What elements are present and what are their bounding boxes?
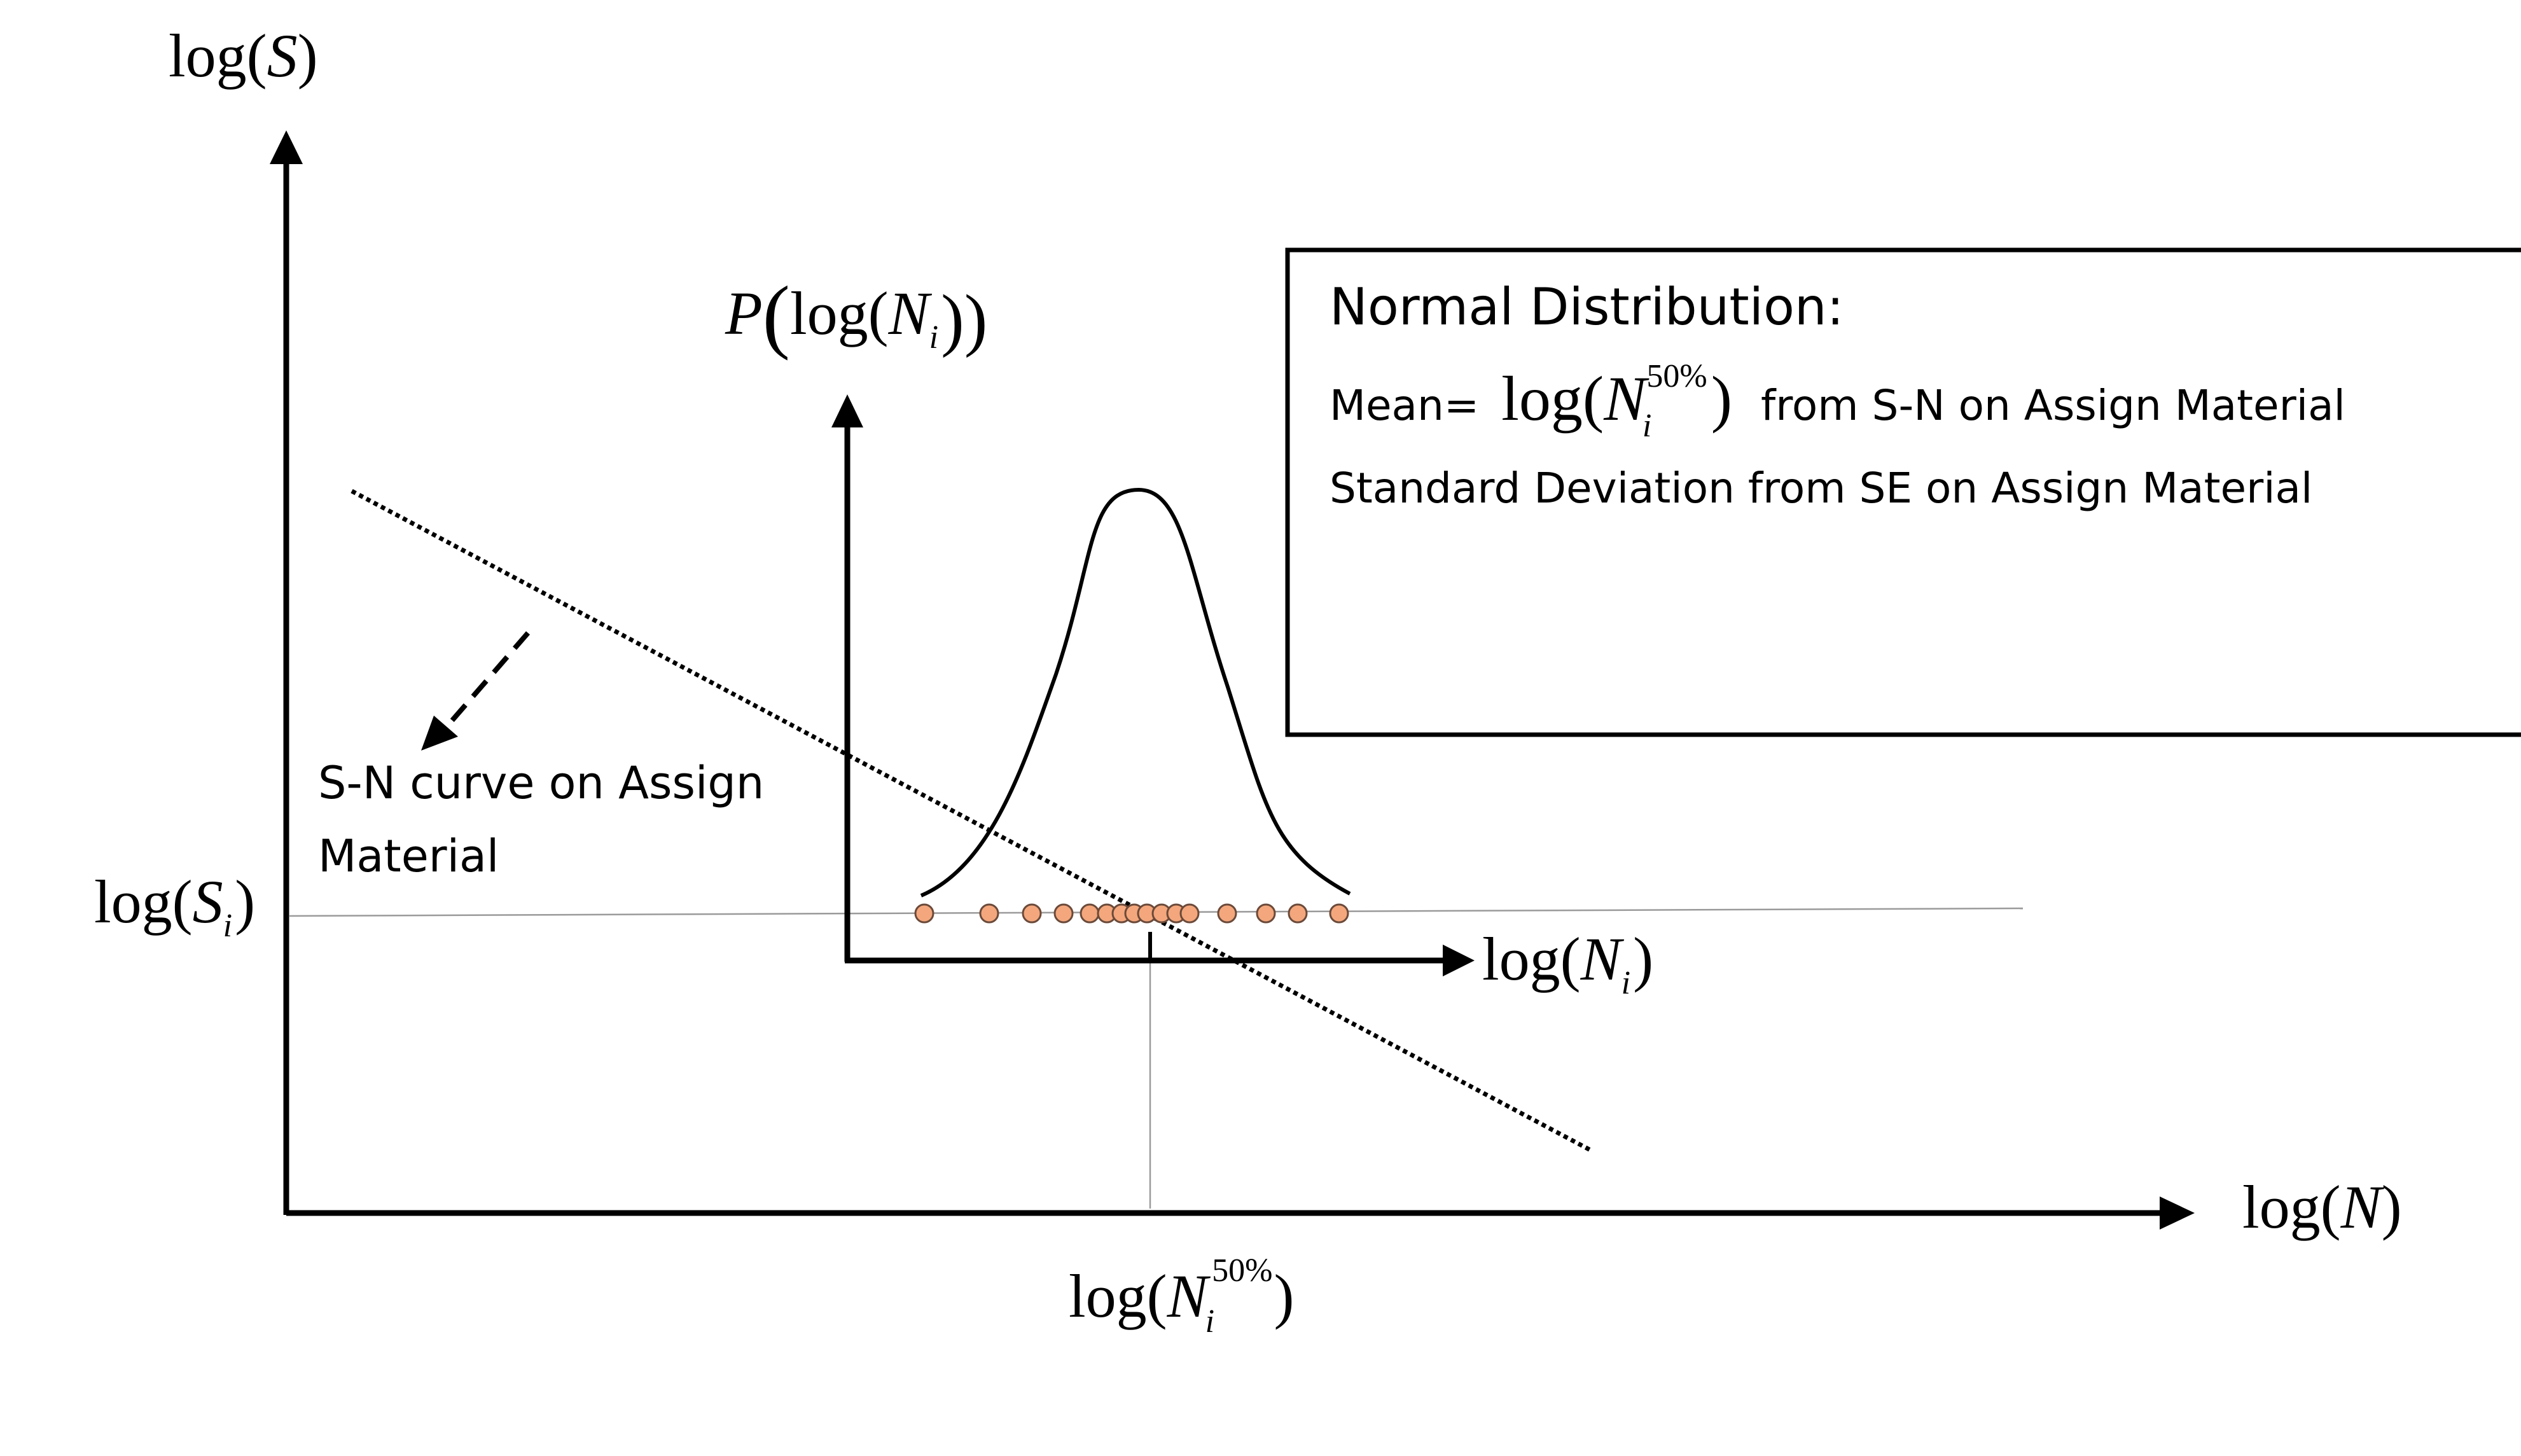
main-y-axis-arrowhead [270, 130, 303, 164]
sample-point [1217, 903, 1237, 924]
sample-point [1053, 903, 1074, 924]
inset-y-axis-arrowhead [831, 394, 863, 427]
inset-y-axis-label: P(log(Ni)) [725, 270, 987, 361]
inset-x-axis-arrowhead [1443, 945, 1475, 976]
sn-curve-pointer [443, 631, 531, 730]
main-x-axis-arrowhead [2160, 1196, 2195, 1230]
sample-point [1329, 903, 1349, 924]
info-box-mean-line: Mean= log(Ni50%) from S-N on Assign Mate… [1330, 358, 2345, 444]
sn-curve [351, 489, 1592, 1153]
y-tick-log-si: log(Si) [94, 868, 255, 944]
normal-distribution-curve [920, 487, 1351, 898]
sn-curve-label-line1: S-N curve on Assign [318, 757, 764, 809]
sn-curve-label-line2: Material [318, 830, 499, 882]
sample-point [914, 903, 934, 924]
main-y-axis-label: log(S) [169, 22, 318, 90]
sn-curve-pointer-arrowhead [421, 716, 458, 751]
sample-point [1256, 903, 1276, 924]
sample-point [1080, 903, 1100, 924]
info-box-std-line: Standard Deviation from SE on Assign Mat… [1330, 464, 2312, 513]
sample-point [1022, 903, 1042, 924]
sample-point [979, 903, 999, 924]
info-box [1285, 247, 2521, 737]
info-box-title: Normal Distribution: [1330, 277, 1844, 336]
sample-point [1179, 903, 1200, 924]
sample-point [1288, 903, 1308, 924]
x-tick-log-ni50: log(Ni50%) [1069, 1252, 1294, 1340]
main-x-axis-label: log(N) [2242, 1173, 2402, 1241]
inset-x-axis-label: log(Ni) [1482, 925, 1653, 1001]
sample-points-group [914, 903, 1349, 924]
